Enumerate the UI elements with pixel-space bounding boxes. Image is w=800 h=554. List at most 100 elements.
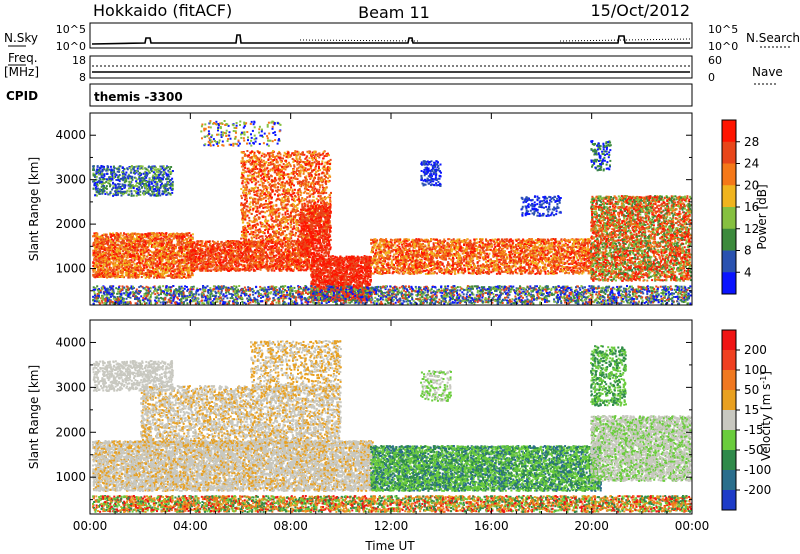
power-panel: 1000200030004000Slant Range [km] [27,113,692,305]
echo-cell [120,190,122,192]
echo-cell [135,191,137,193]
echo-cell [100,165,102,167]
echo-cell [105,181,107,183]
cpid-value: themis -3300 [94,90,183,104]
echo-cell [153,169,155,171]
echo-cell [121,171,123,173]
echo-cell [138,193,140,195]
echo-cell [151,183,153,185]
echo-cell [162,167,164,169]
echo-cell [131,195,133,197]
echo-cell [162,193,164,195]
echo-cell [128,187,130,189]
echo-cell [170,172,172,174]
echo-cell [156,186,158,188]
echo-cell [133,195,135,197]
echo-cell [93,188,95,190]
station-title: Hokkaido (fitACF) [93,1,232,20]
echo-cell [166,174,168,176]
echo-cell [117,171,119,173]
echo-cell [161,166,163,168]
echo-cell [158,191,160,193]
echo-cell [168,166,170,168]
nsky-trace [92,35,690,44]
echo-cell [169,193,171,195]
nsky-tick-top: 10^5 [56,23,86,36]
echo-cell [167,188,169,190]
echo-cell [95,187,97,189]
echo-cell [106,178,108,180]
nave-label: Nave [752,65,783,79]
echo-cell [145,187,147,189]
echo-cell [122,179,124,181]
echo-cell [157,188,159,190]
echo-cell [115,179,117,181]
echo-cell [137,168,139,170]
echo-cell [130,169,132,171]
echo-cell [141,179,143,181]
echo-cell [145,168,147,170]
echo-cell [171,178,173,180]
echo-cell [154,173,156,175]
echo-cell [169,187,171,189]
echo-cell [124,176,126,178]
echo-cell [119,183,121,185]
echo-cell [104,193,106,195]
echo-cell [114,190,116,192]
echo-cell [132,179,134,181]
echo-cell [129,190,131,192]
echo-cell [102,188,104,190]
echo-cell [130,190,132,192]
echo-cell [116,187,118,189]
echo-cell [97,188,99,190]
echo-cell [101,170,103,172]
echo-cell [128,184,130,186]
freq-tick-top: 18 [72,54,86,67]
echo-cell [127,168,129,170]
echo-cell [146,185,148,187]
echo-cell [142,166,144,168]
freq-tick-bottom: 8 [79,71,86,84]
echo-cell [159,187,161,189]
echo-cell [148,166,150,168]
echo-cell [122,175,124,177]
echo-cell [166,185,168,187]
echo-cell [172,184,174,186]
echo-cell [143,173,145,175]
echo-cell [96,195,98,197]
echo-cell [98,193,100,195]
echo-cell [145,191,147,193]
echo-cell [156,171,158,173]
echo-cell [141,187,143,189]
echo-cell [115,184,117,186]
echo-cell [111,189,113,191]
echo-cell [148,170,150,172]
echo-cell [96,169,98,171]
freq-label: Freq. [8,51,38,65]
nsearch-trace [300,39,690,41]
echo-cell [155,190,157,192]
echo-cell [167,193,169,195]
echo-cell [147,191,149,193]
echo-cell [146,175,148,177]
freq-strip: Freq. [MHz] 18 8 60 0 Nave [4,51,783,84]
echo-cell [98,170,100,172]
echo-cell [164,189,166,191]
echo-cell [143,190,145,192]
echo-cell [110,192,112,194]
echo-cell [163,191,165,193]
echo-cell [167,182,169,184]
echo-cell [113,166,115,168]
echo-cell [168,176,170,178]
echo-cell [107,193,109,195]
echo-cell [146,189,148,191]
echo-cell [102,179,104,181]
echo-cell [118,185,120,187]
echo-cell [93,180,95,182]
echo-cell [121,195,123,197]
echo-cell [102,192,104,194]
echo-cell [103,175,105,177]
echo-cell [111,170,113,172]
nsearch-tick-top: 10^5 [708,23,738,36]
echo-cell [151,170,153,172]
